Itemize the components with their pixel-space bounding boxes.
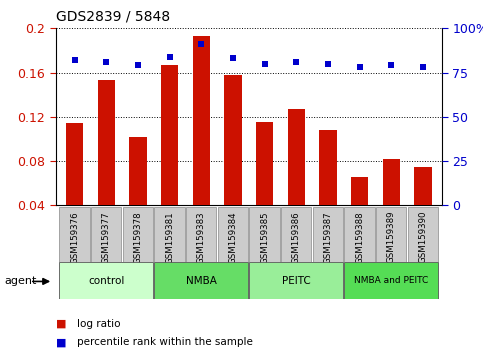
Text: GSM159390: GSM159390 (418, 211, 427, 263)
Text: GSM159383: GSM159383 (197, 211, 206, 264)
Bar (344, 207, 375, 262)
Text: GDS2839 / 5848: GDS2839 / 5848 (56, 9, 170, 23)
Bar (224, 75, 242, 205)
Bar (256, 122, 273, 205)
Text: GSM159386: GSM159386 (292, 211, 301, 264)
Bar (383, 159, 400, 205)
Text: percentile rank within the sample: percentile rank within the sample (77, 337, 253, 347)
Bar (161, 65, 178, 205)
Bar (408, 207, 438, 262)
Bar (155, 207, 185, 262)
Bar (59, 207, 90, 262)
Bar (249, 262, 343, 299)
Text: GSM159376: GSM159376 (70, 211, 79, 264)
Bar (249, 207, 280, 262)
Bar (91, 207, 121, 262)
Bar (59, 262, 153, 299)
Text: GSM159387: GSM159387 (324, 211, 332, 264)
Bar (281, 207, 312, 262)
Text: ■: ■ (56, 319, 66, 329)
Text: NMBA and PEITC: NMBA and PEITC (354, 276, 428, 285)
Text: GSM159388: GSM159388 (355, 211, 364, 264)
Bar (186, 207, 216, 262)
Bar (351, 177, 369, 205)
Text: GSM159385: GSM159385 (260, 211, 269, 264)
Text: PEITC: PEITC (282, 275, 311, 286)
Text: NMBA: NMBA (186, 275, 217, 286)
Bar (319, 130, 337, 205)
Bar (193, 36, 210, 205)
Text: GSM159384: GSM159384 (228, 211, 238, 264)
Bar (414, 167, 432, 205)
Text: ■: ■ (56, 337, 66, 347)
Bar (66, 124, 83, 205)
Bar (218, 207, 248, 262)
Bar (313, 207, 343, 262)
Bar (287, 109, 305, 205)
Text: GSM159377: GSM159377 (102, 211, 111, 264)
Text: log ratio: log ratio (77, 319, 121, 329)
Text: GSM159378: GSM159378 (133, 211, 142, 264)
Text: GSM159381: GSM159381 (165, 211, 174, 264)
Bar (98, 80, 115, 205)
Bar (129, 137, 147, 205)
Text: agent: agent (5, 276, 37, 286)
Text: control: control (88, 275, 125, 286)
Bar (344, 262, 438, 299)
Bar (155, 262, 248, 299)
Bar (376, 207, 407, 262)
Bar (123, 207, 153, 262)
Text: GSM159389: GSM159389 (387, 211, 396, 263)
